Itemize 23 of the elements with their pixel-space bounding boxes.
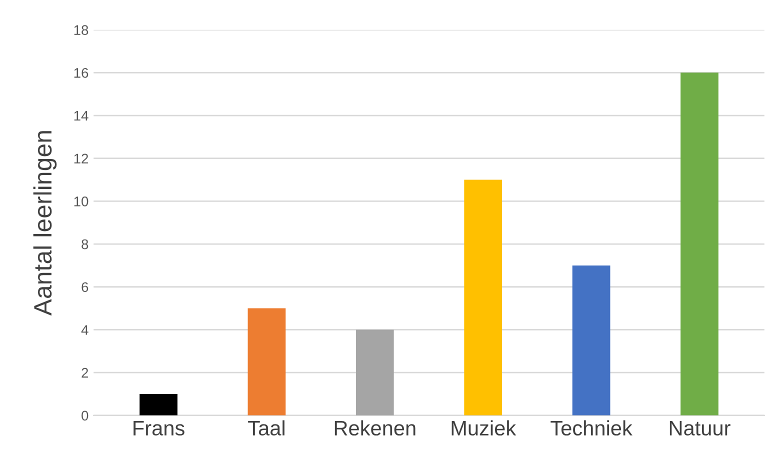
bar	[680, 72, 718, 416]
y-axis-title: Aantal leerlingen	[33, 131, 57, 316]
y-tick-label: 16	[74, 68, 88, 78]
bar	[248, 308, 286, 416]
y-tick-label: 0	[82, 410, 88, 421]
x-tick-label: Frans	[134, 421, 184, 436]
y-tick-label: 14	[74, 110, 88, 121]
y-tick-label: 10	[74, 196, 88, 206]
bar	[572, 265, 610, 416]
x-tick-label: Techniek	[550, 420, 632, 436]
bar	[464, 180, 502, 416]
y-tick-label: 2	[82, 368, 88, 378]
y-tick-label: 6	[82, 282, 88, 292]
x-tick-label: Muziek	[452, 420, 516, 436]
y-tick-label: 4	[81, 325, 88, 335]
y-tick-label: 12	[74, 154, 88, 164]
bar	[140, 394, 178, 416]
y-tick-label: 18	[74, 25, 88, 36]
x-tick-label: Taal	[248, 420, 284, 436]
y-tick-label: 8	[82, 239, 88, 250]
x-tick-label: Rekenen	[334, 420, 416, 436]
bar	[356, 330, 394, 416]
x-tick-label: Natuur	[670, 421, 730, 436]
